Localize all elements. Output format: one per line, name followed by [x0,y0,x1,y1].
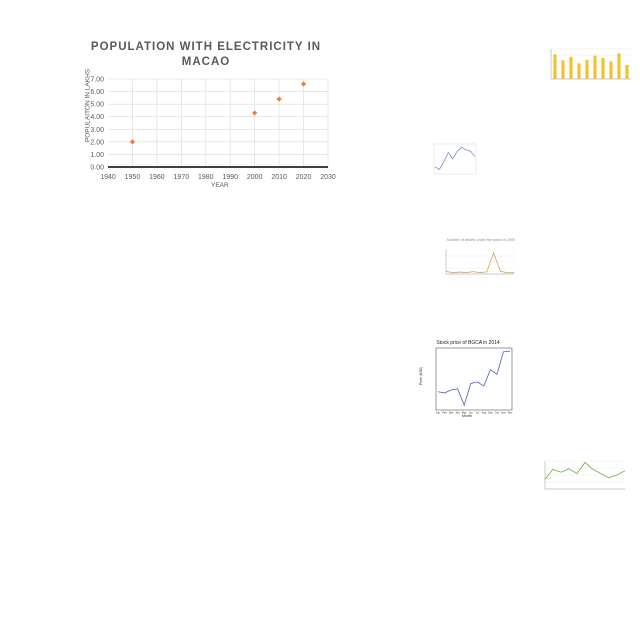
mini-bar [561,60,565,79]
main-chart: POPULATION WITH ELECTRICITY IN MACAO [70,36,350,196]
mini-line-plot-2 [544,460,626,490]
x-tick-label: 1940 [100,174,116,181]
x-tick-label: 1970 [174,174,190,181]
mini-bar [577,63,581,79]
data-point [129,139,136,145]
mini-series-line [445,251,515,274]
mini-frame [435,347,513,411]
mini-bar [617,53,621,79]
mini-stock-xlabel: Month [462,414,472,418]
mini-x-tick: Aug [482,411,487,415]
mini-bar-plot [550,48,631,80]
mini-bar [601,58,605,79]
mini-bar [585,59,589,79]
mini-chart-deaths: Number of deaths under five years in 200… [438,236,518,290]
chart-title: POPULATION WITH ELECTRICITY IN MACAO [90,41,322,68]
mini-x-tick: Feb [442,411,447,415]
y-tick-label: 7.00 [90,77,104,84]
x-tick-label: 2020 [296,174,312,181]
data-point [276,96,282,102]
x-tick-label: 1960 [149,174,165,181]
y-tick-label: 2.00 [90,139,104,146]
mini-stock-plot: Jan Feb Mar Apr May Jun Jul Aug Sep Oct Nov Dec [435,347,513,415]
mini-deaths-plot [445,249,515,275]
mini-frame [433,143,477,175]
mini-x-tick: Oct [495,411,499,415]
mini-bar [625,64,629,79]
mini-x-tick: Nov [501,411,506,415]
mini-chart-line-2 [533,449,629,511]
mini-series-line [437,350,511,407]
mini-chart-line-1 [428,138,480,180]
mini-deaths-title: Number of deaths under five years in 200… [447,238,515,242]
y-tick-label: 4.00 [90,114,104,121]
mini-bar [609,61,613,79]
mini-x-tick: Sep [488,411,493,415]
x-axis-title: YEAR [211,182,229,189]
x-tick-label: 2030 [320,174,336,181]
mini-bar [569,56,573,79]
x-tick-label: 2010 [271,174,287,181]
y-tick-label: 5.00 [90,102,104,109]
mini-bar [593,55,597,79]
mini-x-tick: Apr [456,411,460,415]
mini-chart-stock: Stock price of BGCA in 2014 Month Price … [419,338,516,422]
mini-line-plot-1 [433,143,477,175]
mini-x-tick: Dec [508,411,513,415]
mini-x-tick: Jun [469,411,474,415]
data-point [300,81,307,87]
x-tick-label: 2000 [247,174,263,181]
y-tick-label: 0.00 [90,165,104,172]
mini-x-tick: Jan [436,411,441,415]
mini-series-line [544,461,626,480]
y-tick-label: 1.00 [90,152,104,159]
mini-stock-title: Stock price of BGCA in 2014 [436,340,500,346]
y-tick-label: 3.00 [90,127,104,134]
mini-series-line [434,146,476,170]
mini-x-tick: May [462,411,468,415]
mini-chart-bar [537,39,633,97]
x-tick-label: 1990 [222,174,238,181]
mini-x-tick: Mar [449,411,454,415]
x-tick-label: 1980 [198,174,214,181]
data-point [252,110,258,116]
mini-bar [553,54,557,79]
y-tick-label: 6.00 [90,89,104,96]
x-tick-label: 1950 [125,174,141,181]
mini-x-tick: Jul [476,411,480,415]
